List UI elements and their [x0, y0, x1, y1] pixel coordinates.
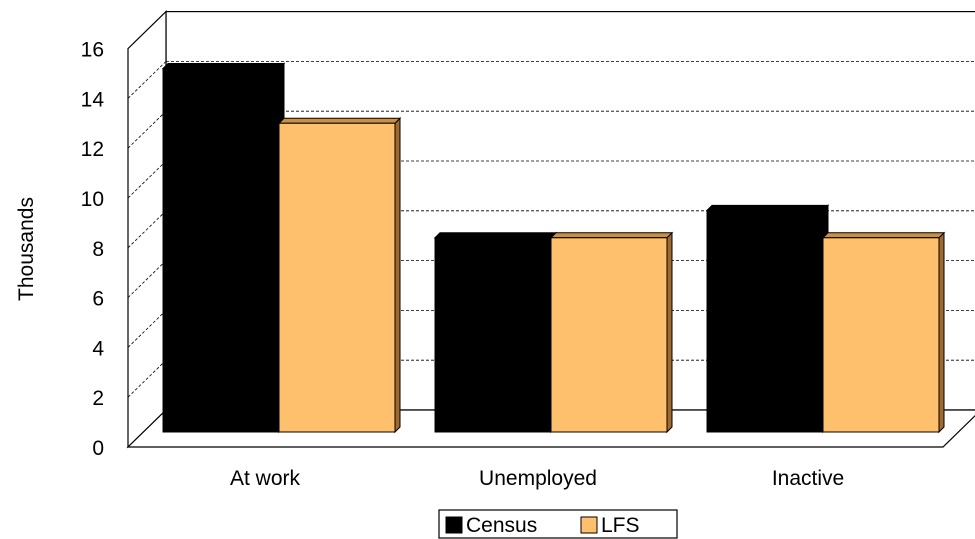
legend-label-census: Census [466, 514, 537, 537]
gridline-side [127, 110, 167, 149]
gridline-side [127, 310, 167, 348]
bars [161, 62, 946, 434]
y-tick-label: 8 [92, 238, 104, 261]
y-tick-label: 14 [81, 88, 105, 111]
legend-box [438, 509, 678, 539]
legend-label-lfs: LFS [601, 514, 640, 537]
y-axis-title: Thousands [15, 197, 38, 301]
bar-top [549, 232, 674, 239]
y-tick-label: 6 [92, 288, 104, 311]
legend-swatch-census [445, 516, 463, 534]
bar-side [666, 231, 673, 434]
bar-front [278, 122, 396, 433]
bar-side [938, 231, 945, 434]
legend: Census LFS [438, 509, 678, 539]
gridline-side [127, 210, 167, 249]
bar-lfs-inactive [821, 231, 946, 434]
bar-census-inactive [705, 204, 830, 434]
bar-top [705, 204, 830, 211]
bar-top [161, 62, 286, 69]
bar-top [433, 232, 558, 239]
x-category-label: At work [230, 467, 301, 490]
x-category-label: Inactive [772, 467, 844, 490]
x-category-label: Unemployed [479, 467, 597, 490]
y-tick-label: 16 [81, 39, 104, 62]
gridline-side [127, 61, 167, 99]
bar-front [550, 237, 668, 433]
gridline-side [127, 160, 167, 199]
y-tick-label: 10 [81, 188, 104, 211]
bar-lfs-at-work [277, 117, 402, 434]
bar-lfs-unemployed [549, 231, 674, 434]
bar-top [277, 117, 402, 124]
bar-front [162, 67, 280, 433]
y-tick-label: 12 [81, 138, 104, 161]
y-tick-label: 2 [92, 387, 104, 410]
gridline-side [127, 359, 167, 398]
bar-top [821, 232, 946, 239]
x-category-labels: At work Unemployed Inactive [230, 467, 844, 490]
bar-census-at-work [161, 62, 286, 434]
bar-side [394, 117, 401, 434]
bar-front [434, 237, 552, 433]
bar-front [822, 237, 940, 433]
bar-census-unemployed [433, 231, 558, 434]
y-tick-label: 0 [92, 437, 104, 460]
y-tick-label: 4 [92, 337, 104, 360]
gridline-side [127, 260, 167, 298]
bar-front [706, 209, 824, 433]
legend-swatch-lfs [580, 516, 598, 534]
y-tick-labels: 0 2 4 6 8 10 12 14 16 [81, 39, 105, 460]
